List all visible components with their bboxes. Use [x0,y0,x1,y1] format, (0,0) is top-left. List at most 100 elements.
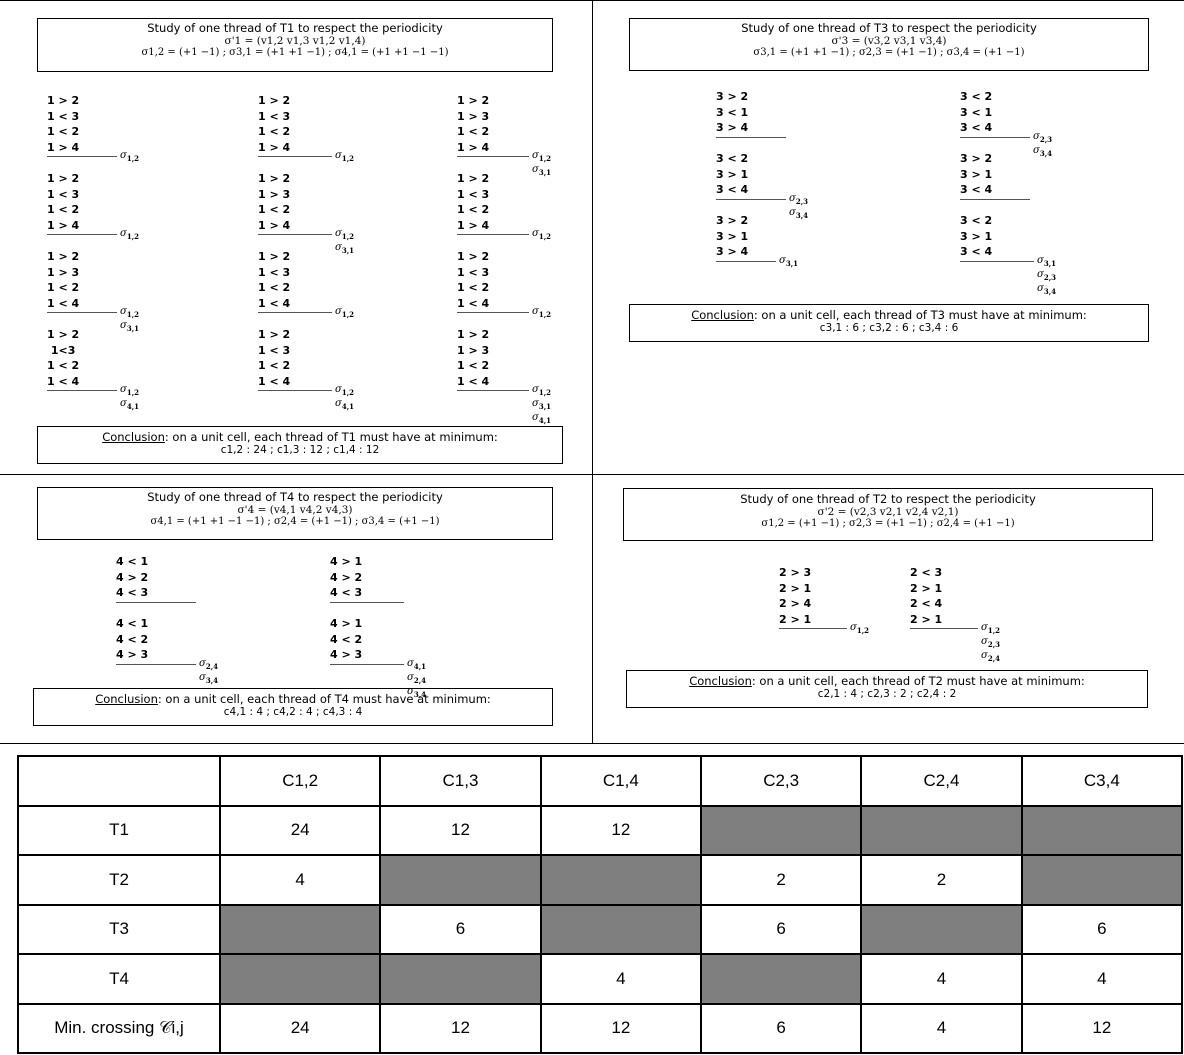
t1-sigma-label: σ1,2 [120,306,140,319]
t3-inequality-group: 3 < 2 3 > 1 3 < 4 [960,213,992,260]
table-cell: 12 [379,1002,542,1054]
t1-inequality-group: 1 > 2 1 > 3 1 < 2 1 < 4 [457,327,489,389]
t3-inequality-group: 3 > 2 3 < 1 3 > 4 [716,89,748,136]
t1-sigma-label: σ1,2 [120,150,140,163]
t1-underline [457,234,529,235]
t3-sigmas: σ3,1 = (+1 +1 −1) ; σ2,3 = (+1 −1) ; σ3,… [753,47,1025,58]
bottom-divider [0,743,1184,744]
table-cell: 4 [1020,953,1184,1005]
t2-conclusion-text: : on a unit cell, each thread of T2 must… [751,674,1085,688]
t1-inequality: 1 > 3 [47,265,80,279]
table-cell: 6 [699,903,863,955]
t2-conclusion-label: Conclusion [689,674,752,688]
t2-underline [779,628,847,629]
table-cell: 6 [1020,903,1184,955]
t2-underline [910,628,978,629]
t2-conclusion-box: Conclusion: on a unit cell, each thread … [626,670,1148,708]
t2-title: Study of one thread of T2 to respect the… [740,492,1036,506]
t1-inequality-group: 1 > 2 1 < 3 1 < 2 1 > 4 [47,93,79,155]
t1-inequality: 1 < 2 [258,281,291,294]
table-cell [379,854,542,906]
t1-sigma-label: σ4,1 [532,412,552,425]
t3-conclusion-text: : on a unit cell, each thread of T3 must… [753,308,1087,322]
t3-inequality: 3 < 2 [716,152,749,165]
t1-underline [258,156,332,157]
t4-inequality: 4 > 3 [116,648,149,661]
t2-inequality: 2 > 1 [779,612,812,626]
row-label: Min. crossing 𝒞i,j [17,1002,221,1054]
t1-inequality: 1 < 2 [47,203,80,216]
t1-inequality: 1 > 3 [457,109,490,123]
t1-inequality: 1 < 4 [47,296,80,310]
t1-underline [47,156,117,157]
table-cell: 24 [218,804,382,856]
t1-inequality: 1 > 2 [457,172,490,185]
t4-underline [116,663,196,665]
table-cell [1020,804,1184,856]
t4-sigma-label: σ4,1 [407,657,427,671]
t1-underline [258,312,332,313]
t3-conclusion-values: c3,1 : 6 ; c3,2 : 6 ; c3,4 : 6 [819,322,959,334]
t2-inequality: 2 > 1 [910,581,943,595]
t2-inequality: 2 > 4 [779,597,812,610]
t3-underline [960,260,1034,262]
t2-inequality: 2 > 3 [779,566,812,579]
t2-inequality: 2 < 4 [910,597,943,610]
horizontal-divider [0,474,1184,475]
t1-inequality: 1 < 2 [47,359,80,372]
t1-inequality: 1 < 3 [47,109,80,123]
t1-inequality: 1 < 3 [258,109,291,123]
t1-inequality: 1 < 3 [457,265,490,279]
t4-inequality-group: 4 < 1 4 < 2 4 > 3 [116,616,148,663]
table-cell: 4 [860,953,1023,1005]
vertical-divider [592,0,593,744]
t3-inequality: 3 > 1 [716,229,749,243]
t3-sigma-prime: σ'3 = (v3,2 v3,1 v3,4) [831,35,947,47]
t3-inequality: 3 > 2 [716,90,749,103]
t1-sigma-label: σ3,1 [120,320,140,333]
row-label: T1 [17,804,221,856]
t1-inequality: 1 < 2 [457,281,490,294]
t1-conclusion-label: Conclusion [102,430,165,444]
t1-underline [457,156,529,157]
table-row: T2 4 2 2 [17,854,1184,906]
t3-underline [716,136,786,138]
t1-inequality: 1 > 2 [47,250,80,263]
t4-underline [116,601,196,603]
crossing-table: C1,2 C1,3 C1,4 C2,3 C2,4 C3,4 T1 24 12 1… [17,755,1184,1054]
t1-inequality: 1 > 2 [457,328,490,341]
t4-inequality: 4 > 1 [330,555,363,568]
t4-inequality: 4 > 1 [330,617,363,630]
t3-inequality: 3 < 1 [716,105,749,119]
t1-sigma-label: σ1,2 [335,306,355,319]
table-cell: 12 [539,1002,702,1054]
table-cell: 2 [699,854,863,906]
header-cell: C2,3 [699,755,863,807]
t1-inequality-group: 1 > 2 1 > 3 1 < 2 1 > 4 [258,171,290,233]
t1-inequality-group: 1 > 2 1 < 3 1 < 2 1 > 4 [258,93,290,155]
t2-sigma-label: σ1,2 [981,622,1001,635]
t1-inequality: 1 < 3 [258,265,291,279]
table-cell [218,903,382,955]
t1-inequality: 1 < 2 [258,125,291,138]
t1-inequality-group: 1 > 2 1 < 3 1 < 2 1 < 4 [258,327,290,389]
table-header-row: C1,2 C1,3 C1,4 C2,3 C2,4 C3,4 [17,755,1184,807]
t3-sigma-label: σ3,1 [1037,254,1057,268]
table-cell [860,903,1023,955]
t4-sigma-label: σ3,4 [407,685,427,699]
t1-inequality: 1 < 2 [258,203,291,216]
t1-inequality: 1 < 4 [258,374,291,388]
t1-inequality: 1 < 2 [47,125,80,138]
t3-header-box: Study of one thread of T3 to respect the… [629,18,1149,71]
t4-title: Study of one thread of T4 to respect the… [147,490,443,504]
t3-inequality-group: 3 > 2 3 > 1 3 < 4 [960,151,992,198]
t1-inequality-group: 1 > 2 1 < 3 1 < 2 1 > 4 [457,171,489,233]
table-cell: 4 [860,1002,1023,1054]
t1-inequality-group: 1 > 2 1 < 3 1 < 2 1 < 4 [258,249,290,311]
t4-inequality-group: 4 > 1 4 > 2 4 < 3 [330,554,362,601]
t1-inequality: 1 < 3 [47,187,80,201]
t1-sigma-label: σ1,2 [120,228,140,241]
t3-inequality: 3 < 2 [960,90,993,103]
table-cell: 6 [699,1002,863,1054]
table-cell [860,804,1023,856]
